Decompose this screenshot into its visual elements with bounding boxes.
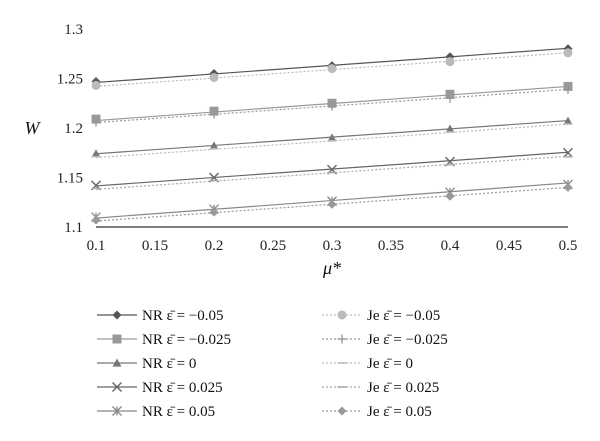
data-point: [445, 93, 455, 103]
data-point: [91, 80, 101, 90]
data-point: [563, 48, 573, 58]
legend-label: Je ε̄ = 0.025: [367, 380, 439, 396]
series-10: [91, 182, 573, 225]
legend-marker: [112, 382, 122, 392]
data-point: [209, 109, 219, 119]
data-point: [327, 199, 337, 209]
legend-item: Je ε̄ = 0.05: [322, 404, 432, 420]
legend-marker: [112, 358, 122, 367]
y-tick-label: 1.2: [64, 121, 83, 137]
x-tick-label: 0.25: [260, 238, 286, 254]
data-point: [445, 57, 455, 67]
data-point: [91, 215, 101, 225]
series-3: [91, 116, 573, 158]
data-point: [327, 101, 337, 111]
series-8: [91, 123, 573, 159]
legend-marker: [112, 334, 122, 344]
data-point: [209, 207, 219, 217]
y-tick-label: 1.15: [57, 171, 83, 187]
data-point: [563, 116, 573, 125]
x-tick-label: 0.5: [559, 238, 578, 254]
x-tick-label: 0.3: [323, 238, 342, 254]
data-point: [91, 117, 101, 127]
legend-label: NR ε̄ = −0.025: [142, 332, 231, 348]
legend-item: NR ε̄ = 0: [97, 356, 196, 372]
data-point: [327, 133, 337, 142]
legend-item: NR ε̄ = −0.025: [97, 332, 231, 348]
y-tick-label: 1.25: [57, 72, 83, 88]
data-point: [91, 149, 101, 158]
data-point: [209, 141, 219, 150]
legend-label: Je ε̄ = −0.025: [367, 332, 448, 348]
data-point: [209, 73, 219, 83]
data-point: [563, 147, 573, 158]
x-tick-label: 0.15: [142, 238, 168, 254]
legend-label: NR ε̄ = −0.05: [142, 308, 224, 324]
legend-marker: [337, 310, 347, 320]
x-tick-label: 0.4: [441, 238, 460, 254]
legend-item: Je ε̄ = 0.025: [322, 380, 439, 396]
legend: NR ε̄ = −0.05 NR ε̄ = −0.025 NR ε̄ = 0 NR ε…: [97, 308, 448, 420]
legend-marker: [112, 310, 122, 320]
series-9: [91, 155, 573, 190]
y-tick-label: 1.1: [64, 220, 83, 236]
legend-label: Je ε̄ = 0: [367, 356, 413, 372]
x-tick-label: 0.45: [496, 238, 522, 254]
legend-item: NR ε̄ = 0.025: [97, 380, 223, 396]
plot-area: [91, 44, 573, 225]
x-tick-label: 0.35: [378, 238, 404, 254]
legend-item: Je ε̄ = 0: [322, 356, 413, 372]
y-axis-title: W: [25, 118, 42, 138]
legend-label: NR ε̄ = 0.025: [142, 380, 223, 396]
legend-label: Je ε̄ = 0.05: [367, 404, 432, 420]
data-point: [563, 84, 573, 94]
legend-item: NR ε̄ = 0.05: [97, 404, 215, 420]
data-point: [563, 182, 573, 192]
legend-marker: [112, 406, 122, 416]
series-4: [91, 147, 573, 191]
x-axis-title: μ*: [322, 258, 341, 278]
y-tick-labels: 1.1 1.15 1.2 1.25 1.3: [57, 22, 83, 236]
data-point: [327, 64, 337, 74]
y-tick-label: 1.3: [64, 22, 83, 38]
legend-item: Je ε̄ = −0.05: [322, 308, 440, 324]
legend-marker: [337, 406, 347, 416]
x-tick-label: 0.2: [205, 238, 224, 254]
x-tick-label: 0.1: [87, 238, 106, 254]
legend-label: NR ε̄ = 0: [142, 356, 196, 372]
series-7: [91, 84, 573, 127]
data-point: [445, 124, 455, 133]
legend-item: NR ε̄ = −0.05: [97, 308, 224, 324]
legend-item: Je ε̄ = −0.025: [322, 332, 448, 348]
x-tick-labels: 0.1 0.15 0.2 0.25 0.3 0.35 0.4 0.45 0.5: [87, 238, 578, 254]
data-point: [445, 191, 455, 201]
legend-label: Je ε̄ = −0.05: [367, 308, 440, 324]
legend-label: NR ε̄ = 0.05: [142, 404, 215, 420]
legend-marker: [337, 334, 347, 344]
series-6: [91, 48, 573, 90]
